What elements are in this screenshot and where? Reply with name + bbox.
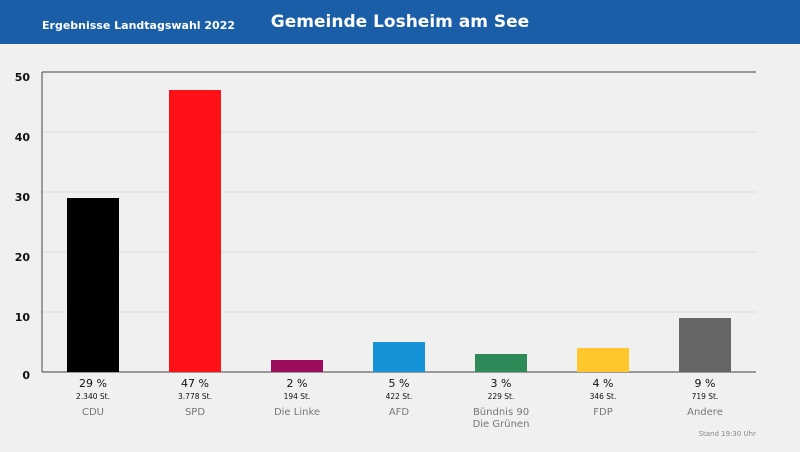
x-tick-label: Andere (687, 407, 723, 418)
header-band (0, 0, 800, 44)
x-tick-label: Die Linke (273, 407, 321, 418)
y-tick-label: 20 (15, 251, 31, 264)
chart-title: Gemeinde Losheim am See (271, 12, 529, 32)
value-label: 5 % (389, 377, 410, 390)
x-tick-label: CDU (81, 407, 104, 418)
value-label: 9 % (695, 377, 716, 390)
vote-label: 229 St. (488, 392, 515, 401)
vote-label: 2.340 St. (76, 392, 110, 401)
header-subtitle: Ergebnisse Landtagswahl 2022 (42, 19, 235, 32)
value-label: 4 % (593, 377, 614, 390)
x-tick-label: AFD (388, 407, 410, 418)
y-tick-label: 50 (15, 71, 31, 84)
bar (271, 360, 323, 372)
vote-label: 719 St. (692, 392, 719, 401)
footer: Stand 19:30 Uhr (699, 430, 757, 438)
value-label: 3 % (491, 377, 512, 390)
bar (373, 342, 425, 372)
bar (169, 90, 221, 372)
y-tick-label: 40 (15, 131, 31, 144)
vote-label: 194 St. (284, 392, 311, 401)
y-tick-label: 30 (15, 191, 31, 204)
value-label: 47 % (181, 377, 209, 390)
value-label: 29 % (79, 377, 107, 390)
y-tick-label: 0 (22, 369, 30, 382)
vote-label: 422 St. (386, 392, 413, 401)
value-label: 2 % (287, 377, 308, 390)
bar (475, 354, 527, 372)
y-tick-label: 10 (15, 311, 31, 324)
vote-label: 3.778 St. (178, 392, 212, 401)
bar (577, 348, 629, 372)
vote-label: 346 St. (590, 392, 617, 401)
x-tick-label: SPD (184, 407, 206, 418)
bar (67, 198, 119, 372)
x-tick-label: Bündnis 90 Die Grünen (472, 407, 530, 430)
bar (679, 318, 731, 372)
x-tick-label: FDP (593, 407, 613, 418)
